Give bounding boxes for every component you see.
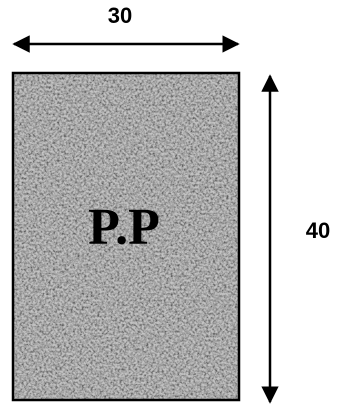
width-label: 30 [108,3,132,28]
diagram: 30 P.P 40 [0,0,337,408]
page: 30 P.P 40 (() => { const data = JSON.par… [0,0,337,408]
height-label: 40 [306,218,330,243]
specimen-label: P.P [88,199,160,256]
